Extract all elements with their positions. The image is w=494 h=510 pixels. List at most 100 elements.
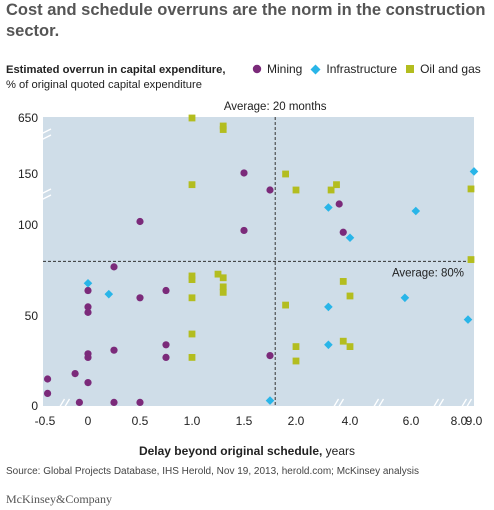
oil-and-gas-point bbox=[282, 170, 289, 178]
mining-point bbox=[75, 398, 83, 406]
x-axis-break-mark bbox=[57, 398, 66, 410]
infrastructure-point bbox=[324, 302, 333, 312]
y-tick-label: 100 bbox=[18, 218, 38, 232]
x-axis-break-mark bbox=[436, 398, 445, 410]
oil-and-gas-point bbox=[188, 181, 196, 189]
average-delay-label: Average: 20 months bbox=[224, 101, 327, 113]
infrastructure-point bbox=[400, 293, 410, 303]
legend-item-oil-and-gas: Oil and gas bbox=[405, 62, 481, 76]
oil-and-gas-point bbox=[282, 301, 289, 309]
oil-and-gas-point bbox=[188, 276, 196, 283]
legend: Mining Infrastructure Oil and gas bbox=[252, 62, 489, 76]
mining-point bbox=[339, 228, 347, 236]
mining-point bbox=[266, 186, 274, 194]
x-axis-break-mark bbox=[336, 398, 345, 410]
legend-label: Oil and gas bbox=[420, 62, 481, 76]
oil-and-gas-point bbox=[467, 185, 475, 193]
x-tick-label: 6.0 bbox=[403, 414, 420, 428]
source-note: Source: Global Projects Database, IHS He… bbox=[6, 466, 419, 477]
mining-point bbox=[110, 398, 118, 406]
average-overrun-label: Average: 80% bbox=[392, 267, 464, 279]
x-axis-break-mark bbox=[376, 398, 385, 410]
y-axis-break-mark bbox=[38, 194, 52, 202]
oil-and-gas-point bbox=[219, 274, 227, 282]
infrastructure-point bbox=[411, 206, 421, 216]
infrastructure-point bbox=[83, 278, 93, 288]
y-axis-title-bold: Estimated overrun in capital expenditure… bbox=[6, 64, 226, 76]
x-tick-label: 2.0 bbox=[288, 414, 305, 428]
y-axis-break-mark bbox=[38, 128, 52, 136]
infrastructure-point bbox=[345, 233, 355, 243]
mining-point bbox=[162, 286, 170, 295]
x-axis-break-mark bbox=[62, 398, 71, 410]
x-axis-break-mark bbox=[459, 398, 468, 410]
mining-point bbox=[43, 375, 52, 383]
y-axis-title: Estimated overrun in capital expenditure… bbox=[6, 63, 256, 92]
mining-point bbox=[84, 353, 92, 361]
mining-point bbox=[84, 308, 92, 316]
y-axis-title-rest: % of original quoted capital expenditure bbox=[6, 78, 202, 91]
x-tick-label: 9.0 bbox=[466, 414, 483, 428]
x-axis-title: Delay beyond original schedule, years bbox=[0, 444, 494, 458]
x-tick-label: 1.0 bbox=[184, 414, 201, 428]
y-axis-break-mark bbox=[38, 188, 52, 196]
oil-and-gas-point bbox=[219, 126, 227, 133]
mining-point bbox=[84, 286, 92, 295]
oil-and-gas-point bbox=[467, 256, 475, 263]
x-tick-label: 4.0 bbox=[342, 414, 359, 428]
x-axis-title-rest: years bbox=[322, 444, 356, 458]
mining-point bbox=[335, 200, 343, 208]
y-tick-label: 150 bbox=[18, 167, 38, 181]
oil-and-gas-point bbox=[219, 288, 227, 296]
x-tick-label: 8.0 bbox=[451, 414, 468, 428]
y-tick-label: 0 bbox=[31, 399, 38, 413]
oil-and-gas-point bbox=[292, 186, 300, 194]
brand-logo: McKinsey&Company bbox=[6, 492, 112, 506]
mining-point bbox=[110, 346, 118, 354]
oil-and-gas-point bbox=[188, 294, 196, 302]
mining-point bbox=[162, 341, 170, 349]
mining-point bbox=[162, 353, 170, 361]
x-tick-label: 1.5 bbox=[236, 414, 253, 428]
mining-point bbox=[136, 398, 144, 406]
mining-point bbox=[110, 263, 118, 271]
oil-and-gas-point bbox=[188, 272, 196, 280]
oil-and-gas-point bbox=[339, 337, 347, 345]
infrastructure-point bbox=[463, 315, 473, 324]
x-tick-label: 0.5 bbox=[132, 414, 149, 428]
chart-title: Cost and schedule overruns are the norm … bbox=[6, 1, 486, 40]
y-axis-break-mark bbox=[38, 134, 52, 142]
mining-point bbox=[84, 303, 92, 311]
oil-and-gas-point bbox=[339, 278, 347, 285]
infrastructure-point bbox=[324, 340, 333, 350]
infrastructure-point bbox=[469, 167, 479, 176]
mining-point bbox=[84, 379, 92, 387]
oil-and-gas-point bbox=[214, 270, 222, 278]
mining-point bbox=[266, 352, 274, 360]
legend-label: Mining bbox=[267, 62, 303, 76]
oil-and-gas-point bbox=[188, 354, 196, 361]
x-axis-break-mark bbox=[331, 398, 340, 410]
x-tick-label: -0.5 bbox=[35, 414, 56, 428]
oil-and-gas-point bbox=[219, 122, 227, 130]
mining-point bbox=[240, 169, 248, 177]
diamond-marker-icon bbox=[310, 64, 321, 74]
oil-and-gas-point bbox=[327, 186, 335, 194]
legend-label: Infrastructure bbox=[326, 62, 398, 76]
mining-point bbox=[136, 217, 144, 226]
x-axis-break-mark bbox=[431, 398, 440, 410]
infrastructure-point bbox=[265, 396, 275, 405]
x-axis-break-mark bbox=[371, 398, 380, 410]
mining-point bbox=[240, 226, 248, 235]
y-tick-label: 50 bbox=[25, 309, 39, 323]
oil-and-gas-point bbox=[346, 343, 354, 350]
oil-and-gas-point bbox=[292, 357, 300, 365]
infrastructure-point bbox=[104, 289, 114, 299]
mining-point bbox=[136, 294, 144, 302]
legend-item-mining: Mining bbox=[252, 62, 302, 76]
oil-and-gas-point bbox=[346, 292, 354, 300]
circle-marker-icon bbox=[252, 64, 262, 74]
mining-point bbox=[71, 370, 79, 378]
